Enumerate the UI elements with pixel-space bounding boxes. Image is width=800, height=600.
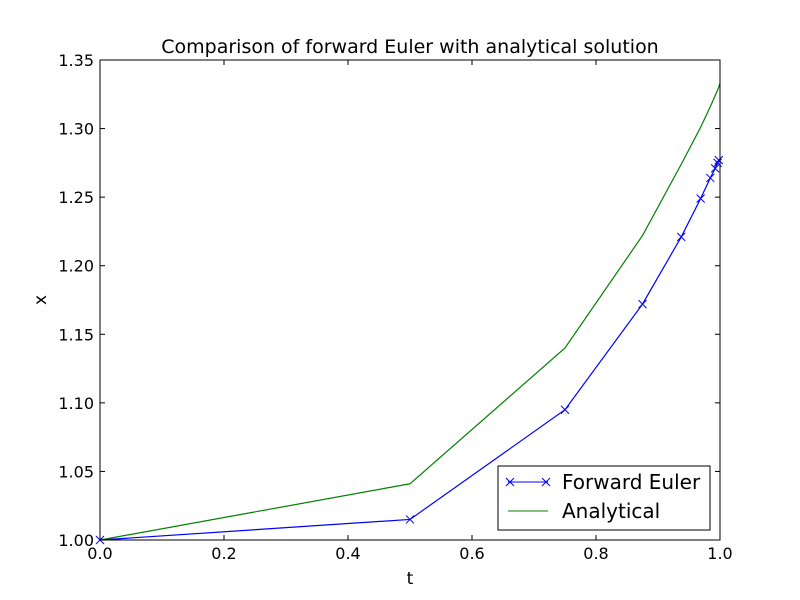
plot-frame	[99, 59, 721, 541]
legend: Forward Euler Analytical	[497, 465, 711, 531]
data-point-forward-euler	[676, 232, 686, 242]
x-tick-label: 0.8	[583, 544, 608, 563]
plot-area: 0.0 0.2 0.4 0.6 0.8 1.0 1.001.051.101.151.201…	[58, 51, 732, 563]
y-tick-label: 1.10	[58, 394, 94, 413]
chart-title: Comparison of forward Euler with analyti…	[161, 36, 658, 58]
data-point-forward-euler	[710, 163, 720, 173]
y-tick-label: 1.00	[58, 531, 94, 550]
y-axis-ticks: 1.00 1.05 1.10 1.15 1.20 1.25 1.30 1.35	[58, 51, 720, 550]
y-tick-label: 1.30	[58, 120, 94, 139]
plot-background	[100, 60, 720, 540]
legend-label-forward-euler: Forward Euler	[562, 470, 701, 494]
x-tick-label: 0.6	[459, 544, 484, 563]
x-tick-label: 0.2	[211, 544, 236, 563]
y-tick-label: 1.20	[58, 257, 94, 276]
y-tick-label: 1.35	[58, 51, 94, 70]
data-point-forward-euler	[705, 173, 715, 183]
data-point-forward-euler	[405, 515, 415, 524]
legend-box	[497, 465, 711, 531]
y-tick-label: 1.15	[58, 325, 94, 344]
y-tick-label: 1.25	[58, 188, 94, 207]
series-line-forward-euler	[99, 159, 720, 541]
series-line-analytical	[99, 83, 721, 541]
data-point-forward-euler	[638, 299, 647, 309]
x-tick-label: 1.0	[707, 544, 732, 563]
data-point-forward-euler	[714, 155, 724, 165]
data-point-forward-euler	[560, 405, 570, 415]
y-axis-label: x	[31, 295, 51, 305]
x-axis-label: t	[407, 569, 414, 589]
x-tick-label: 0.4	[335, 544, 360, 563]
x-tick-label: 0.0	[87, 544, 112, 563]
y-tick-label: 1.05	[58, 462, 94, 481]
series-layer	[95, 83, 724, 545]
data-point-forward-euler	[696, 194, 705, 203]
legend-label-analytical: Analytical	[562, 499, 660, 523]
legend-marker-forward-euler	[505, 477, 551, 487]
x-axis-ticks: 0.0 0.2 0.4 0.6 0.8 1.0	[87, 60, 733, 563]
